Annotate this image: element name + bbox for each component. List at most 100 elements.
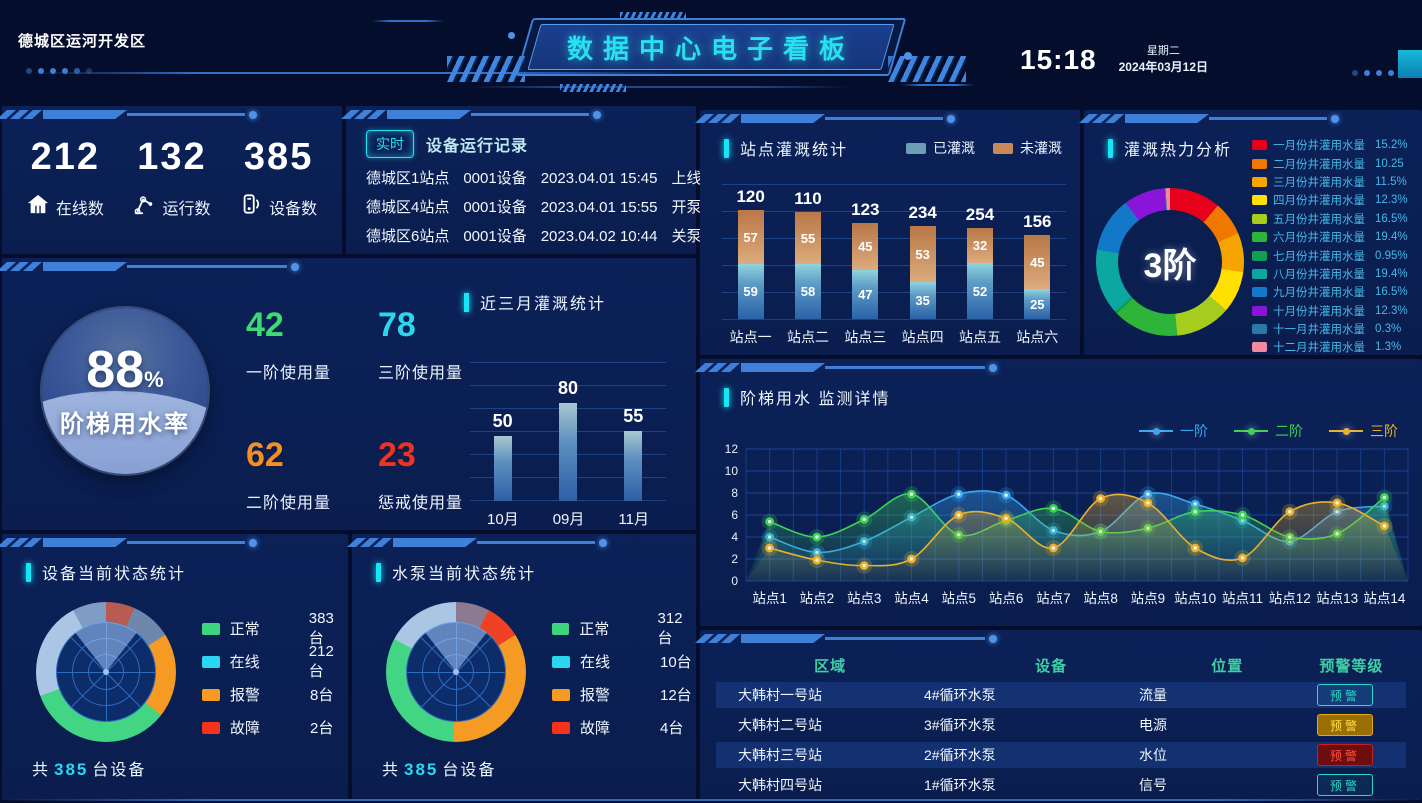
heat-legend-item[interactable]: 十一月井灌用水量 0.3% — [1252, 320, 1416, 338]
heat-legend-item[interactable]: 九月份井灌用水量 16.5% — [1252, 283, 1416, 301]
svg-text:站点12: 站点12 — [1269, 591, 1311, 606]
bar-total: 254 — [965, 205, 995, 224]
panel-overview-stats: 212 在线数 132 运行数 385 设备数 — [0, 106, 342, 254]
status-legend-item[interactable]: 报警 8台 — [202, 678, 348, 711]
bar-站点六[interactable]: 156 45 25 站点六 — [1016, 212, 1059, 345]
legend-item-未灌溉[interactable]: 未灌溉 — [993, 138, 1062, 158]
panel-pump-status: 水泵当前状态统计 正常 312台 在线 10台 报警 12台 故障 4台 共 385 台设备 — [347, 534, 696, 800]
panel-deco — [695, 114, 1080, 123]
bar-category: 站点四 — [901, 329, 944, 345]
bar-total: 110 — [794, 189, 822, 208]
alert-device: 2#循环水泵 — [924, 747, 996, 763]
month-bar[interactable]: 55 — [623, 406, 643, 501]
heat-legend-item[interactable]: 三月份井灌用水量 11.5% — [1252, 173, 1416, 191]
svg-text:10: 10 — [725, 464, 739, 478]
status-legend-item[interactable]: 故障 2台 — [202, 711, 348, 744]
stat-label: 在线数 — [55, 200, 104, 218]
svg-text:站点6: 站点6 — [989, 591, 1024, 606]
heat-legend-item[interactable]: 七月份井灌用水量 0.95% — [1252, 246, 1416, 264]
monitor-title: 阶梯用水 监测详情 — [724, 385, 890, 409]
status-legend-item[interactable]: 故障 4台 — [552, 711, 696, 744]
col-position: 位置 — [1211, 657, 1244, 675]
month-bar[interactable]: 50 — [493, 411, 513, 501]
alert-row[interactable]: 大韩村三号站 2#循环水泵 水位 预警 — [716, 742, 1406, 768]
svg-text:站点3: 站点3 — [847, 591, 882, 606]
heat-title: 灌溉热力分析 — [1108, 136, 1232, 160]
alert-level-button[interactable]: 预警 — [1317, 684, 1373, 706]
svg-text:站点4: 站点4 — [894, 591, 929, 606]
alert-level-button[interactable]: 预警 — [1317, 774, 1373, 796]
heat-legend-item[interactable]: 十月份井灌用水量 12.3% — [1252, 302, 1416, 320]
alert-row[interactable]: 大韩村一号站 4#循环水泵 流量 预警 — [716, 682, 1406, 708]
monitor-legend-item-二阶[interactable]: 二阶 — [1234, 421, 1303, 441]
monitor-legend: 一阶 二阶 三阶 — [1139, 421, 1398, 441]
device-total-count: 385 — [54, 760, 89, 779]
alert-row[interactable]: 大韩村二号站 3#循环水泵 电源 预警 — [716, 712, 1406, 738]
records-list: 德城区1站点 0001设备 2023.04.01 15:45 上线 德城区4站点 0001… — [366, 164, 702, 251]
status-legend-item[interactable]: 正常 312台 — [552, 610, 696, 647]
pump-status-title: 水泵当前状态统计 — [376, 560, 536, 584]
metric-value: 42 — [246, 306, 284, 344]
status-legend-item[interactable]: 在线 212台 — [202, 643, 348, 680]
alert-level-button[interactable]: 预警 — [1317, 714, 1373, 736]
decor-node — [904, 52, 912, 60]
house-icon — [27, 193, 49, 220]
monitor-legend-item-一阶[interactable]: 一阶 — [1139, 421, 1208, 441]
metric-惩戒使用量: 23 惩戒使用量 — [378, 436, 538, 513]
bar-站点二[interactable]: 110 55 58 站点二 — [786, 189, 829, 345]
stat-value: 132 — [137, 136, 207, 178]
chart-grid — [722, 184, 1066, 320]
svg-text:站点7: 站点7 — [1036, 591, 1071, 606]
heat-legend-item[interactable]: 十二月井灌用水量 1.3% — [1252, 338, 1416, 356]
heat-legend: 一月份井灌用水量 15.2% 二月份井灌用水量 10.25 三月份井灌用水量 11.5% 四… — [1252, 136, 1416, 357]
svg-text:站点10: 站点10 — [1174, 591, 1216, 606]
bar-category: 站点五 — [958, 329, 1001, 345]
svg-text:站点9: 站点9 — [1131, 591, 1166, 606]
device-icon — [240, 193, 262, 220]
bar-category: 站点六 — [1016, 329, 1059, 345]
irrigation-legend: 已灌溉 未灌溉 — [906, 138, 1062, 158]
heat-legend-item[interactable]: 八月份井灌用水量 19.4% — [1252, 265, 1416, 283]
month-bar[interactable]: 80 — [558, 378, 578, 501]
panel-step-water-monitor: 阶梯用水 监测详情 一阶 二阶 三阶 0 2 4 6 8 10 12 站点1 站点2 站点3 站点4 站点… — [695, 359, 1422, 626]
alert-level-button[interactable]: 预警 — [1317, 744, 1373, 766]
metric-label: 一阶使用量 — [246, 365, 332, 382]
device-status-legend: 正常 383台 在线 212台 报警 8台 故障 2台 — [202, 610, 348, 744]
heat-legend-item[interactable]: 四月份井灌用水量 12.3% — [1252, 191, 1416, 209]
bar-站点五[interactable]: 254 32 52 站点五 — [958, 205, 1001, 345]
date-label: 2024年03月12日 — [1118, 60, 1209, 75]
svg-text:2: 2 — [731, 552, 738, 566]
alert-position: 流量 — [1139, 687, 1167, 703]
metric-label: 三阶使用量 — [378, 365, 464, 382]
realtime-badge: 实时 — [366, 130, 414, 158]
bar-站点三[interactable]: 123 45 47 站点三 — [844, 200, 887, 345]
record-row: 德城区4站点 0001设备 2023.04.01 15:55 开泵 — [366, 199, 702, 216]
heat-legend-item[interactable]: 一月份井灌用水量 15.2% — [1252, 136, 1416, 154]
alert-area: 大韩村一号站 — [738, 687, 822, 703]
alert-area: 大韩村四号站 — [738, 777, 822, 793]
alert-position: 信号 — [1139, 777, 1167, 793]
heat-legend-item[interactable]: 六月份井灌用水量 19.4% — [1252, 228, 1416, 246]
stat-label: 设备数 — [269, 200, 318, 218]
monitor-legend-item-三阶[interactable]: 三阶 — [1329, 421, 1398, 441]
bar-total: 123 — [851, 200, 880, 219]
stat-label: 运行数 — [162, 200, 211, 218]
bar-站点一[interactable]: 120 57 59 站点一 — [729, 187, 772, 345]
metric-label: 惩戒使用量 — [378, 495, 464, 512]
pump-status-ring — [386, 602, 526, 742]
bar-站点四[interactable]: 234 53 35 站点四 — [901, 203, 944, 345]
region-label: 德城区运河开发区 — [18, 33, 147, 50]
metric-三阶使用量: 78 三阶使用量 — [378, 306, 538, 383]
status-legend-item[interactable]: 在线 10台 — [552, 645, 696, 678]
decor-slashes-left — [447, 56, 525, 82]
heat-legend-item[interactable]: 五月份井灌用水量 16.5% — [1252, 210, 1416, 228]
alert-table-header: 区域 设备 位置 预警等级 — [716, 648, 1406, 682]
panel-deco — [0, 538, 348, 547]
alert-row[interactable]: 大韩村四号站 1#循环水泵 信号 预警 — [716, 772, 1406, 798]
legend-item-已灌溉[interactable]: 已灌溉 — [906, 138, 975, 158]
heat-legend-item[interactable]: 二月份井灌用水量 10.25 — [1252, 154, 1416, 172]
status-legend-item[interactable]: 报警 12台 — [552, 678, 696, 711]
svg-text:站点2: 站点2 — [800, 591, 835, 606]
status-legend-item[interactable]: 正常 383台 — [202, 610, 348, 647]
